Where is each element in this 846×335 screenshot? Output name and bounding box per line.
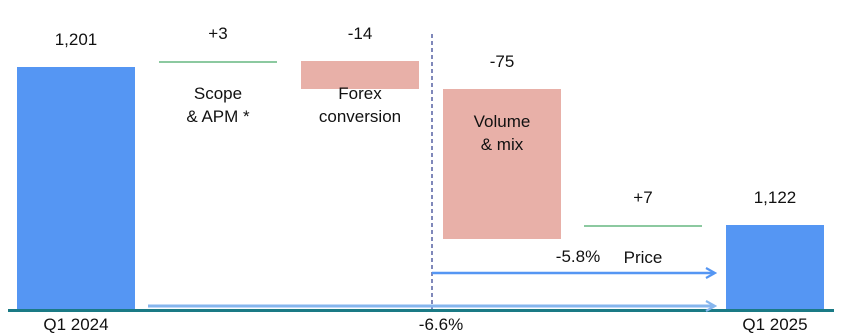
bar-delta-3 [443, 89, 561, 239]
bar-total-0 [17, 67, 135, 309]
value-label-1: +3 [208, 24, 227, 43]
annotation-lower: -6.6% [419, 315, 463, 334]
category-label-1-1: & APM * [186, 107, 250, 126]
bar-delta-2 [301, 61, 419, 89]
value-label-2: -14 [348, 24, 373, 43]
baseline [8, 309, 834, 312]
category-label-1-0: Scope [194, 84, 242, 103]
value-label-4: +7 [633, 188, 652, 207]
category-label-3-1: & mix [481, 135, 524, 154]
chart-texts: 1,201 +3 -14 -75 +7 1,122 Q1 2024 Scope & APM * F… [43, 24, 807, 334]
category-label-2-1: conversion [319, 107, 401, 126]
annotation-upper: -5.8% [556, 247, 600, 266]
category-label-4-0: Price [624, 248, 663, 267]
bar-delta-1 [159, 61, 277, 63]
value-label-3: -75 [490, 52, 515, 71]
category-label-5-0: Q1 2025 [742, 315, 807, 334]
category-label-2-0: Forex [338, 84, 382, 103]
value-label-5: 1,122 [754, 188, 797, 207]
bar-total-5 [726, 225, 824, 309]
value-label-0: 1,201 [55, 30, 98, 49]
bar-delta-4 [584, 225, 702, 227]
category-label-3-0: Volume [474, 112, 531, 131]
category-label-0-0: Q1 2024 [43, 315, 108, 334]
chart-marks [8, 34, 834, 312]
